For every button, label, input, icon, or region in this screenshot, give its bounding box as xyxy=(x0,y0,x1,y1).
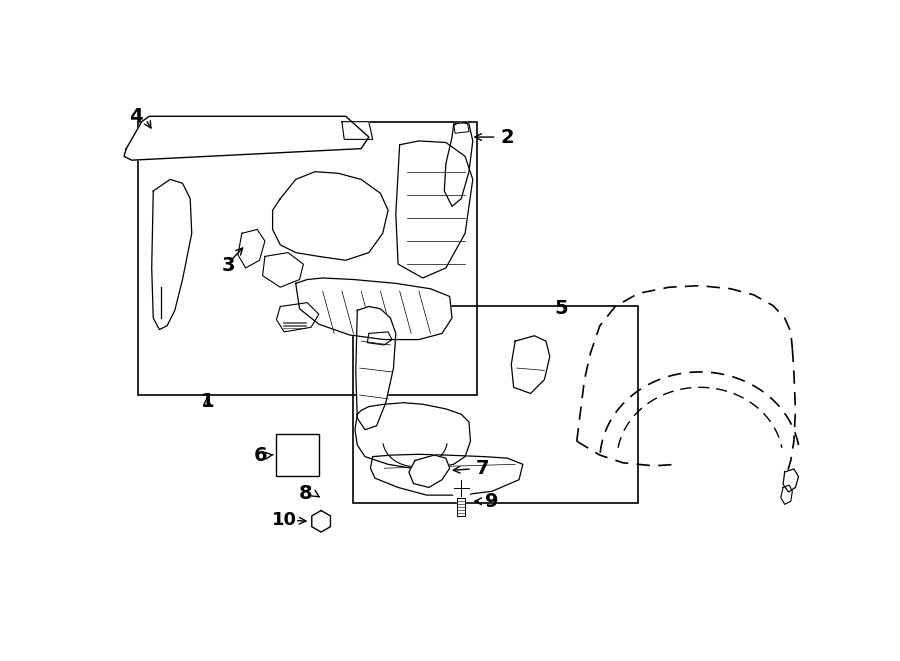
Text: 1: 1 xyxy=(201,392,214,410)
Polygon shape xyxy=(152,179,192,330)
Polygon shape xyxy=(367,332,392,345)
Polygon shape xyxy=(356,307,396,430)
Circle shape xyxy=(313,190,363,239)
Text: 9: 9 xyxy=(485,492,499,511)
Text: 4: 4 xyxy=(130,107,143,126)
Polygon shape xyxy=(783,469,798,492)
Text: 3: 3 xyxy=(222,256,236,275)
Polygon shape xyxy=(276,303,319,332)
Polygon shape xyxy=(273,172,388,260)
Bar xyxy=(354,307,638,503)
Polygon shape xyxy=(396,141,472,278)
Polygon shape xyxy=(124,116,369,160)
Polygon shape xyxy=(454,122,469,134)
Polygon shape xyxy=(409,455,450,487)
Bar xyxy=(276,434,319,476)
Polygon shape xyxy=(311,510,330,532)
Circle shape xyxy=(451,478,472,498)
Text: 5: 5 xyxy=(554,299,568,319)
Polygon shape xyxy=(511,336,550,393)
Text: 10: 10 xyxy=(272,511,297,529)
Circle shape xyxy=(284,440,311,468)
Text: 6: 6 xyxy=(254,446,268,465)
Polygon shape xyxy=(457,498,465,516)
Bar xyxy=(138,122,477,395)
Text: 2: 2 xyxy=(500,128,514,147)
Polygon shape xyxy=(371,454,523,495)
Polygon shape xyxy=(781,485,792,504)
Polygon shape xyxy=(296,278,452,340)
Polygon shape xyxy=(445,122,473,206)
Polygon shape xyxy=(303,604,542,634)
Polygon shape xyxy=(238,229,265,268)
Polygon shape xyxy=(263,253,303,288)
Polygon shape xyxy=(342,122,373,139)
Text: 8: 8 xyxy=(299,484,312,503)
Text: 7: 7 xyxy=(476,459,490,478)
Polygon shape xyxy=(355,403,471,468)
